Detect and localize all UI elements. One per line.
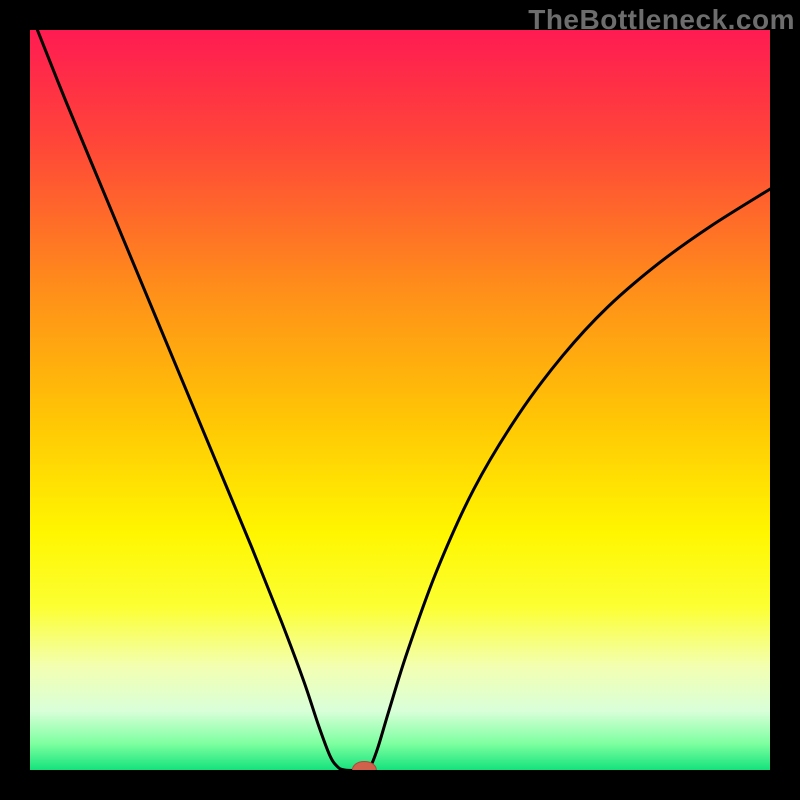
- curve-path: [37, 30, 770, 770]
- chart-frame: TheBottleneck.com: [0, 0, 800, 800]
- plot-area: [30, 30, 770, 770]
- watermark-text: TheBottleneck.com: [528, 4, 795, 36]
- frame-border-left: [0, 0, 30, 800]
- frame-border-right: [770, 0, 800, 800]
- bottleneck-curve: [30, 30, 770, 770]
- frame-border-bottom: [0, 770, 800, 800]
